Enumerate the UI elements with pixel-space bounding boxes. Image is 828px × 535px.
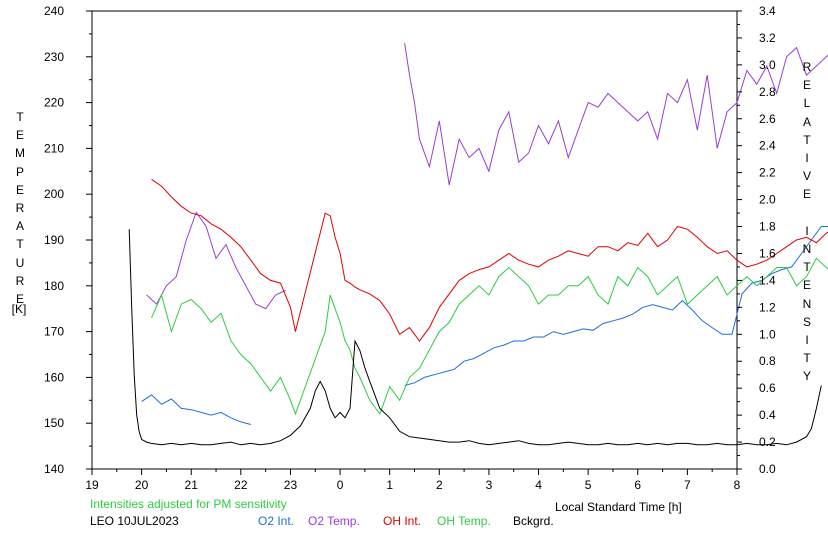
x-tick-label: 2 <box>436 478 443 492</box>
y-right-tick-label: 1.2 <box>759 300 776 314</box>
x-tick-label: 1 <box>386 478 393 492</box>
x-tick-label: 20 <box>135 478 149 492</box>
y-right-tick-label: 3.0 <box>759 58 776 72</box>
y-left-tick-label: 220 <box>44 96 64 110</box>
y-left-tick-label: 140 <box>44 462 64 476</box>
y-left-tick-label: 200 <box>44 187 64 201</box>
series-layer <box>128 43 828 446</box>
y-right-tick-label: 0.4 <box>759 408 776 422</box>
legend-o2-int: O2 Int. <box>258 514 295 528</box>
x-tick-label: 21 <box>185 478 199 492</box>
y-right-tick-label: 3.4 <box>759 4 776 18</box>
x-tick-label: 3 <box>486 478 493 492</box>
y-left-tick-label: 180 <box>44 279 64 293</box>
y-right-tick-label: 2.4 <box>759 139 776 153</box>
x-tick-label: 0 <box>337 478 344 492</box>
ticks-layer: 19 20 21 22 23 0 1 2 3 4 5 6 7 8140150160170180190200… <box>44 4 776 492</box>
y-left-tick-label: 190 <box>44 233 64 247</box>
y-right-tick-label: 2.8 <box>759 85 776 99</box>
y-left-tick-label: 230 <box>44 50 64 64</box>
y-left-tick-label: 240 <box>44 4 64 18</box>
y-right-tick-label: 0.0 <box>759 462 776 476</box>
legend-oh-temp: OH Temp. <box>437 514 491 528</box>
legend-o2-temp: O2 Temp. <box>308 514 360 528</box>
x-tick-label: 19 <box>85 478 99 492</box>
y-right-tick-label: 1.6 <box>759 246 776 260</box>
series-o2-int-line <box>404 226 828 386</box>
x-axis-label: Local Standard Time [h] <box>555 500 682 514</box>
series-oh-temp-line <box>151 257 828 416</box>
y-left-unit: [K] <box>11 302 27 316</box>
x-tick-label: 6 <box>634 478 641 492</box>
series-o2-int-line <box>141 394 251 425</box>
y-right-tick-label: 2.6 <box>759 112 776 126</box>
y-right-tick-label: 1.4 <box>759 273 776 287</box>
station-label: LEO 10JUL2023 <box>90 514 179 528</box>
series-o2-temp-line <box>404 43 828 186</box>
x-tick-label: 7 <box>684 478 691 492</box>
x-tick-label: 4 <box>535 478 542 492</box>
y-right-tick-label: 3.2 <box>759 31 776 45</box>
plot-border <box>91 10 738 470</box>
y-right-tick-label: 0.6 <box>759 381 776 395</box>
y-right-tick-label: 1.8 <box>759 220 776 234</box>
y-right-tick-label: 2.2 <box>759 166 776 180</box>
y-right-tick-label: 1.0 <box>759 327 776 341</box>
y-right-tick-label: 0.8 <box>759 354 776 368</box>
series-o2-temp-line <box>146 211 286 310</box>
y-right-tick-label: 0.2 <box>759 435 776 449</box>
note-label: Intensities adjusted for PM sensitivity <box>90 497 287 511</box>
legend-bckgrd: Bckgrd. <box>513 514 554 528</box>
plot-frame <box>91 10 738 470</box>
y-left-tick-label: 170 <box>44 325 64 339</box>
series-oh-int-line <box>151 178 828 342</box>
x-tick-label: 23 <box>284 478 298 492</box>
y-right-tick-label: 2.0 <box>759 193 776 207</box>
x-tick-label: 22 <box>234 478 248 492</box>
legend-oh-int: OH Int. <box>383 514 422 528</box>
y-left-tick-label: 150 <box>44 416 64 430</box>
y-left-tick-label: 160 <box>44 370 64 384</box>
y-left-tick-label: 210 <box>44 141 64 155</box>
series-bckgrd-line <box>128 229 822 446</box>
x-tick-label: 8 <box>734 478 741 492</box>
x-tick-label: 5 <box>585 478 592 492</box>
